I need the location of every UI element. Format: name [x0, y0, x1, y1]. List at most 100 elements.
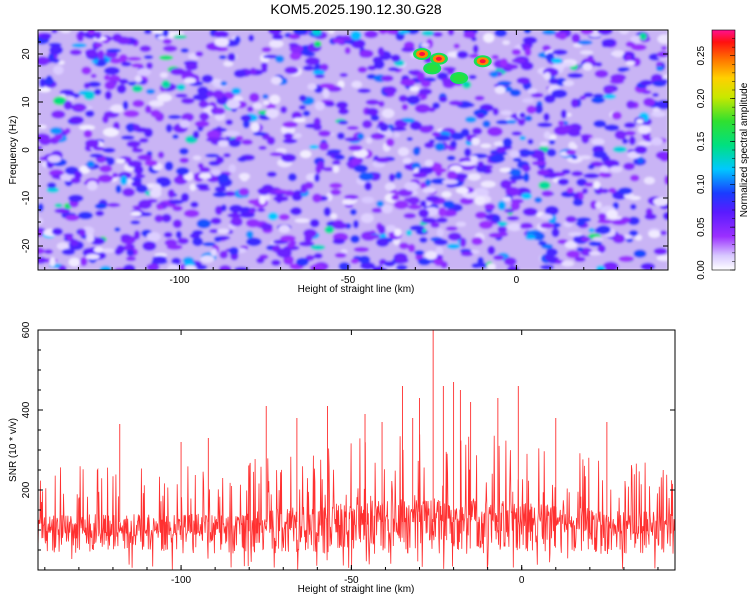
heatmap-cell: [349, 208, 357, 216]
heatmap-cell: [280, 106, 288, 114]
heatmap-cell: [262, 94, 269, 99]
heatmap-cell: [106, 48, 122, 53]
heatmap-cell: [386, 30, 398, 35]
heatmap-cell: [372, 134, 382, 140]
heatmap-cell: [655, 150, 668, 160]
heatmap-cell: [438, 96, 448, 103]
heatmap-cell: [352, 219, 359, 229]
heatmap-y-tick-label: -20: [21, 238, 32, 253]
heatmap-cell: [116, 158, 126, 164]
heatmap-cell: [139, 212, 153, 217]
heatmap-cell: [577, 40, 593, 45]
heatmap-cell: [360, 262, 376, 270]
colorbar-ticks: 0.00 0.05 0.10 0.15 0.20 0.25: [696, 38, 735, 280]
heatmap-cell: [567, 72, 584, 79]
heatmap-cell: [282, 138, 298, 144]
heatmap-cell: [86, 233, 95, 243]
heatmap-peak-core: [419, 52, 426, 56]
heatmap-cell: [39, 78, 46, 88]
heatmap-cell: [73, 170, 83, 180]
heatmap-cell: [338, 108, 349, 115]
heatmap-cell: [257, 207, 266, 213]
heatmap-cell: [497, 225, 508, 234]
heatmap-cell: [588, 227, 595, 233]
colorbar-tick-label: 0.15: [696, 131, 707, 151]
heatmap-cell: [48, 53, 55, 61]
heatmap-cell: [521, 192, 533, 200]
page-title: KOM5.2025.190.12.30.G28: [270, 1, 441, 17]
heatmap-cell: [69, 115, 84, 125]
heatmap-cell: [618, 67, 630, 72]
heatmap-cell: [54, 133, 63, 141]
heatmap-cell: [522, 98, 534, 103]
heatmap-cell: [60, 30, 71, 33]
heatmap-cell: [245, 218, 261, 228]
heatmap-cell: [625, 238, 634, 243]
heatmap-cell: [298, 105, 307, 110]
heatmap-x-tick-label: -50: [341, 275, 356, 286]
heatmap-cell: [280, 153, 297, 163]
heatmap-cell: [638, 141, 652, 147]
heatmap-cell: [172, 219, 183, 229]
heatmap-cell: [425, 250, 438, 260]
heatmap-cell: [397, 188, 413, 197]
heatmap-cell: [288, 42, 299, 48]
heatmap-cell: [97, 59, 106, 67]
heatmap-cell: [441, 191, 452, 198]
heatmap-x-tick-label: 0: [514, 275, 520, 286]
heatmap-cell: [278, 213, 290, 221]
heatmap-cell: [284, 66, 299, 75]
heatmap-cell: [576, 247, 584, 252]
heatmap-cell: [89, 153, 103, 158]
heatmap-cell: [401, 103, 409, 111]
heatmap-cell: [446, 243, 461, 250]
heatmap-cell: [637, 125, 651, 134]
heatmap-cell: [424, 159, 434, 167]
heatmap-cell: [231, 87, 242, 95]
heatmap-cell: [131, 85, 143, 93]
heatmap-cell: [38, 145, 43, 151]
heatmap-cell: [338, 262, 351, 270]
heatmap-cell: [315, 164, 322, 174]
heatmap-cell: [353, 246, 370, 253]
heatmap-cell: [95, 210, 105, 217]
heatmap-cell: [401, 47, 416, 53]
heatmap-cell: [210, 217, 222, 225]
heatmap-cell: [110, 104, 124, 113]
heatmap-cell: [560, 109, 567, 119]
heatmap-cell: [302, 65, 315, 71]
heatmap-cell: [217, 173, 230, 183]
heatmap-cell: [580, 30, 594, 35]
heatmap-cell: [38, 86, 51, 93]
heatmap-cell: [365, 99, 380, 106]
heatmap-cell: [77, 36, 84, 42]
heatmap-cell: [506, 215, 520, 221]
heatmap-cell: [599, 172, 606, 177]
heatmap-cell: [156, 177, 172, 188]
heatmap-cell: [460, 251, 474, 257]
heatmap-cell: [94, 88, 102, 96]
heatmap-cell: [304, 57, 321, 66]
heatmap-cell: [476, 112, 485, 119]
heatmap-cell: [568, 141, 576, 149]
heatmap-cell: [622, 138, 629, 145]
heatmap-cell: [227, 213, 242, 218]
heatmap-cell: [371, 207, 383, 213]
heatmap-cell: [126, 140, 141, 148]
snr-x-tick-label: -50: [344, 575, 359, 586]
heatmap-cell: [407, 243, 416, 253]
heatmap-cell: [97, 49, 105, 60]
heatmap-cell: [196, 218, 211, 229]
heatmap-cell: [495, 119, 510, 125]
heatmap-cell: [258, 188, 270, 196]
heatmap-cell: [633, 249, 647, 258]
heatmap-cell: [99, 265, 112, 270]
heatmap-cell: [604, 124, 620, 132]
heatmap-cell: [199, 112, 210, 121]
heatmap-cell: [579, 95, 587, 101]
heatmap-cell: [419, 125, 433, 134]
heatmap-cell: [474, 95, 485, 101]
heatmap-cell: [199, 172, 212, 179]
heatmap-cell: [503, 208, 515, 213]
heatmap-cell: [628, 230, 639, 237]
